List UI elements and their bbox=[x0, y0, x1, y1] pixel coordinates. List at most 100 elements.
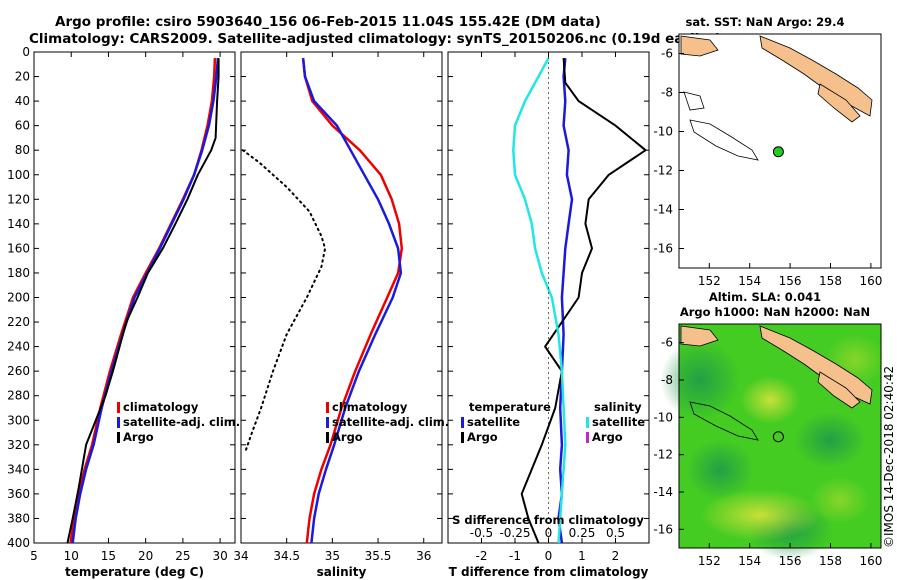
x2-tick-label: 0 bbox=[545, 526, 553, 540]
salinity-xlabel: salinity bbox=[317, 565, 367, 579]
y-tick-label: 140 bbox=[7, 217, 30, 231]
legend-swatch bbox=[117, 417, 120, 428]
map-y-tick-label: -10 bbox=[653, 125, 673, 139]
legend-swatch bbox=[461, 432, 464, 443]
argo-position-marker bbox=[772, 431, 784, 443]
y-tick-label: 0 bbox=[22, 45, 30, 59]
y-tick-label: 100 bbox=[7, 168, 30, 182]
sla-land-png bbox=[680, 325, 719, 347]
x-tick-label: 20 bbox=[138, 549, 153, 563]
sla-map-marker-group bbox=[772, 431, 784, 443]
sla-map-title-2: Argo h1000: NaN h2000: NaN bbox=[680, 305, 870, 319]
legend-swatch bbox=[326, 417, 329, 428]
legend-label: Argo bbox=[467, 430, 498, 444]
difference-x2label: S difference from climatology bbox=[452, 513, 644, 527]
sst-map-marker-group bbox=[772, 146, 784, 158]
map-x-tick-label: 160 bbox=[859, 274, 882, 288]
map-x-tick-label: 158 bbox=[819, 554, 842, 568]
x2-tick-label: -0.5 bbox=[470, 526, 493, 540]
map-y-tick-label: -14 bbox=[653, 485, 673, 499]
sla-blob bbox=[740, 376, 800, 424]
sst-map-panel: sat. SST: NaN Argo: 29.4 152 154 156 158 160… bbox=[653, 15, 882, 288]
legend-label: satellite-adj. clim. bbox=[332, 415, 449, 429]
map-y-tick-label: -12 bbox=[653, 164, 673, 178]
x-tick-label: 34.5 bbox=[273, 549, 300, 563]
sst-map-ticks: 152 154 156 158 160 -6 -8 -10 -12 -14 -16 bbox=[653, 47, 882, 289]
y-tick-label: 120 bbox=[7, 192, 30, 206]
temperature-panel: 5 10 15 20 25 3002040608010012014016018020022… bbox=[7, 45, 240, 579]
x-tick-label: 35 bbox=[325, 549, 340, 563]
x-tick-label: 10 bbox=[64, 549, 79, 563]
sst-map-land bbox=[680, 35, 873, 161]
difference-xlabel: T difference from climatology bbox=[449, 565, 649, 579]
x-tick-label: 25 bbox=[175, 549, 190, 563]
salinity-panel: 34 34.5 35 35.5 36 salinity climatologysatelli… bbox=[233, 51, 449, 579]
sla-blob bbox=[794, 412, 866, 468]
sla-blob bbox=[810, 476, 870, 524]
legend-left-title: temperature bbox=[469, 400, 551, 414]
imos-credit: ©IMOS 14-Dec-2018 02:40:42 bbox=[882, 366, 896, 548]
argo-position-marker bbox=[772, 146, 784, 158]
salinity-frame bbox=[240, 51, 443, 544]
y-tick-label: 360 bbox=[7, 487, 30, 501]
sla-map-title-1: Altim. SLA: 0.041 bbox=[709, 290, 821, 304]
sla-reef-outline bbox=[689, 401, 759, 441]
series-t-satellite bbox=[557, 57, 574, 544]
map-y-tick-label: -14 bbox=[653, 203, 673, 217]
series-climatology bbox=[301, 57, 404, 544]
map-x-tick-label: 156 bbox=[779, 554, 802, 568]
x-tick-label: 2 bbox=[612, 549, 620, 563]
sla-field-blobs bbox=[660, 334, 885, 560]
x-tick-label: 5 bbox=[30, 549, 38, 563]
title-line-1: Argo profile: csiro 5903640_156 06-Feb-2… bbox=[55, 14, 601, 30]
temperature-xlabel: temperature (deg C) bbox=[65, 565, 204, 579]
legend-swatch bbox=[117, 432, 120, 443]
map-x-tick-label: 152 bbox=[698, 554, 721, 568]
map-x-tick-label: 156 bbox=[779, 274, 802, 288]
x-tick-label: 0 bbox=[545, 549, 553, 563]
sla-map-frame bbox=[678, 323, 882, 549]
legend-swatch bbox=[586, 432, 589, 443]
x-tick-label: 30 bbox=[212, 549, 227, 563]
y-tick-label: 240 bbox=[7, 340, 30, 354]
series-argo bbox=[66, 58, 220, 544]
y-tick-label: 380 bbox=[7, 511, 30, 525]
x-tick-label: -1 bbox=[509, 549, 521, 563]
sla-map-panel: Altim. SLA: 0.041 Argo h1000: NaN h2000:… bbox=[653, 290, 885, 568]
legend-swatch bbox=[461, 417, 464, 428]
legend-label: Argo bbox=[332, 430, 363, 444]
legend-label: satellite-adj. clim. bbox=[123, 415, 240, 429]
map-y-tick-label: -8 bbox=[661, 86, 673, 100]
map-y-tick-label: -6 bbox=[661, 336, 673, 350]
y-tick-label: 80 bbox=[15, 143, 30, 157]
map-x-tick-label: 154 bbox=[738, 554, 761, 568]
y-tick-label: 260 bbox=[7, 364, 30, 378]
x-tick-label: 35.5 bbox=[365, 549, 392, 563]
difference-panel: -2 -1 0 1 2 T difference from climatology -0.5… bbox=[447, 51, 650, 579]
map-x-tick-label: 154 bbox=[738, 274, 761, 288]
sla-blob bbox=[686, 440, 754, 500]
legend-label: Argo bbox=[123, 430, 154, 444]
x-tick-label: -2 bbox=[476, 549, 488, 563]
x2-tick-label: 0.25 bbox=[569, 526, 596, 540]
title-line-2: Climatology: CARS2009. Satellite-adjuste… bbox=[29, 31, 721, 47]
sla-blob bbox=[660, 340, 740, 420]
map-x-tick-label: 158 bbox=[819, 274, 842, 288]
legend-label: Argo bbox=[592, 430, 623, 444]
map-y-tick-label: -16 bbox=[653, 522, 673, 536]
map-y-tick-label: -6 bbox=[661, 47, 673, 61]
sst-land-solomons-south bbox=[817, 83, 861, 123]
series-climatology bbox=[69, 58, 217, 544]
map-y-tick-label: -8 bbox=[661, 373, 673, 387]
legend-label: satellite bbox=[467, 415, 520, 429]
y-tick-label: 320 bbox=[7, 438, 30, 452]
sla-land-solomons-main bbox=[759, 325, 873, 405]
map-x-tick-label: 160 bbox=[859, 554, 882, 568]
x2-tick-label: 0.5 bbox=[606, 526, 625, 540]
y-tick-label: 340 bbox=[7, 462, 30, 476]
y-tick-label: 40 bbox=[15, 94, 30, 108]
series-s-satellite bbox=[512, 57, 567, 544]
x-tick-label: 34 bbox=[233, 549, 248, 563]
sst-land-png bbox=[680, 35, 719, 57]
